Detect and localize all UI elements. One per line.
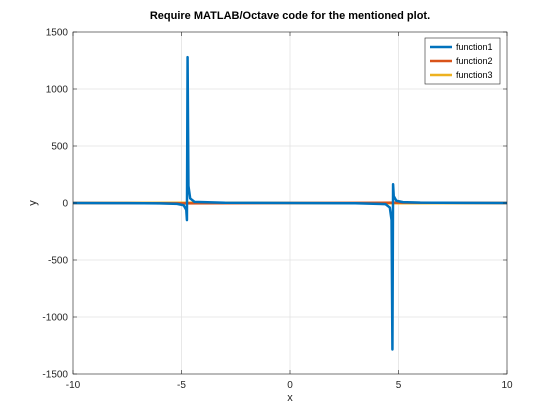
y-tick-label: 1000	[46, 85, 69, 96]
y-tick-label: 1500	[46, 28, 69, 39]
ticks: -10 -5 0 5 10 -1500 -1000 -500 0 500 1000 1500	[42, 28, 513, 392]
y-tick-label: 0	[62, 199, 68, 210]
x-tick-label: 5	[396, 380, 402, 391]
legend-label-function1: function1	[456, 42, 493, 52]
y-tick-label: -1000	[42, 313, 68, 324]
x-tick-label: -10	[66, 380, 81, 391]
y-tick-label: 500	[51, 142, 68, 153]
legend: function1 function2 function3	[424, 37, 501, 85]
legend-label-function2: function2	[456, 56, 493, 66]
x-tick-label: 10	[501, 380, 513, 391]
x-tick-label: 0	[287, 380, 293, 391]
y-tick-label: -1500	[42, 370, 68, 381]
series-layer	[72, 55, 508, 351]
series-line-function1	[72, 55, 508, 351]
legend-label-function3: function3	[456, 70, 493, 80]
y-axis-label: y	[27, 200, 39, 206]
x-axis-label: x	[287, 392, 293, 404]
x-tick-label: -5	[177, 380, 186, 391]
y-tick-label: -500	[48, 256, 68, 267]
chart-title: Require MATLAB/Octave code for the menti…	[150, 10, 430, 22]
